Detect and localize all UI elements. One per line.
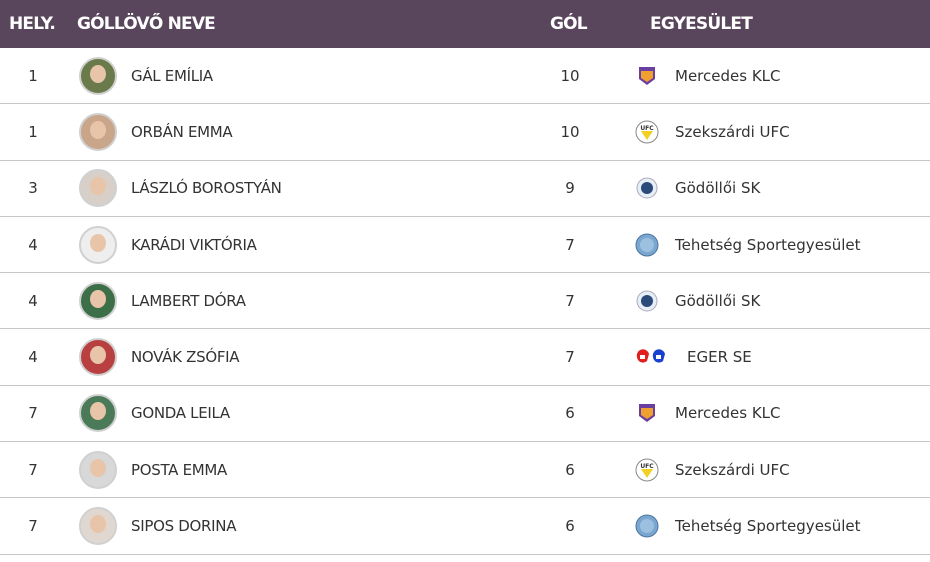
table-row: 3 LÁSZLÓ BOROSTYÁN 9 Gödöllői SK [0,161,930,217]
rank: 7 [28,404,38,423]
table-row: 1 ORBÁN EMMA 10 UFC Szekszárdi UFC [0,104,930,161]
club-logo-icon: UFC [635,120,659,144]
goals: 7 [565,291,575,310]
club-name[interactable]: Gödöllői SK [675,179,761,198]
player-cell: LAMBERT DÓRA [66,281,525,320]
player-avatar [79,338,117,377]
player-cell: KARÁDI VIKTÓRIA [66,225,525,264]
rank: 7 [28,460,38,479]
player-name[interactable]: LAMBERT DÓRA [131,291,246,310]
rank: 3 [28,179,38,198]
svg-text:UFC: UFC [640,463,654,470]
table-row: 1 GÁL EMÍLIA 10 Mercedes KLC [0,48,930,105]
player-avatar [79,281,117,320]
player-avatar [79,112,117,151]
club-logo-icon [635,514,659,538]
club-logo-icon: UFC [635,458,659,482]
player-name[interactable]: SIPOS DORINA [131,517,237,536]
goals: 7 [565,348,575,367]
club-logo-icon [635,289,659,313]
club-cell: Gödöllői SK [615,176,930,200]
club-cell: UFC Szekszárdi UFC [615,458,930,482]
club-cell: Tehetség Sportegyesület [615,514,930,538]
player-name[interactable]: LÁSZLÓ BOROSTYÁN [131,179,282,198]
player-name[interactable]: ORBÁN EMMA [131,122,233,141]
club-cell: Gödöllői SK [615,289,930,313]
club-name[interactable]: Gödöllői SK [675,291,761,310]
table-header: HELY. GÓLLÖVŐ NEVE GÓL EGYESÜLET [0,0,930,48]
player-name[interactable]: KARÁDI VIKTÓRIA [131,235,257,254]
club-name[interactable]: EGER SE [687,348,752,367]
rank: 1 [28,66,38,85]
header-goals[interactable]: GÓL [550,14,588,34]
player-avatar [79,56,117,95]
player-cell: NOVÁK ZSÓFIA [66,338,525,377]
player-cell: GONDA LEILA [66,394,525,433]
club-name[interactable]: Szekszárdi UFC [675,122,790,141]
header-name[interactable]: GÓLLÖVŐ NEVE [77,14,216,34]
rank: 1 [28,122,38,141]
table-row: 4 NOVÁK ZSÓFIA 7 EGER SE [0,329,930,386]
club-cell: Tehetség Sportegyesület [615,233,930,257]
club-logo-icon [635,345,669,369]
player-name[interactable]: GÁL EMÍLIA [131,66,213,85]
club-logo-icon [635,176,659,200]
goals: 6 [565,517,575,536]
goals: 7 [565,235,575,254]
player-avatar [79,169,117,208]
rank: 4 [28,291,38,310]
club-name[interactable]: Mercedes KLC [675,404,781,423]
table-row: 7 GONDA LEILA 6 Mercedes KLC [0,386,930,443]
club-cell: Mercedes KLC [615,64,930,88]
player-cell: SIPOS DORINA [66,507,525,546]
goals: 6 [565,460,575,479]
club-cell: EGER SE [615,345,930,369]
club-logo-icon [635,233,659,257]
club-name[interactable]: Tehetség Sportegyesület [675,235,861,254]
player-avatar [79,507,117,546]
club-name[interactable]: Mercedes KLC [675,66,781,85]
player-avatar [79,225,117,264]
player-name[interactable]: NOVÁK ZSÓFIA [131,348,240,367]
player-cell: POSTA EMMA [66,450,525,489]
player-cell: LÁSZLÓ BOROSTYÁN [66,169,525,208]
club-logo-icon [635,401,659,425]
player-cell: ORBÁN EMMA [66,112,525,151]
club-cell: UFC Szekszárdi UFC [615,120,930,144]
rank: 4 [28,235,38,254]
goals: 6 [565,404,575,423]
svg-text:UFC: UFC [640,125,654,132]
goals: 10 [560,122,580,141]
table-row: 7 POSTA EMMA 6 UFC Szekszárdi UFC [0,442,930,499]
goals: 9 [565,179,575,198]
player-avatar [79,394,117,433]
club-name[interactable]: Szekszárdi UFC [675,460,790,479]
player-name[interactable]: GONDA LEILA [131,404,230,423]
header-club[interactable]: EGYESÜLET [650,14,753,34]
player-avatar [79,450,117,489]
rank: 4 [28,348,38,367]
club-cell: Mercedes KLC [615,401,930,425]
goals: 10 [560,66,580,85]
table-row: 4 KARÁDI VIKTÓRIA 7 Tehetség Sportegyesü… [0,217,930,274]
header-rank[interactable]: HELY. [9,14,56,34]
table-row: 4 LAMBERT DÓRA 7 Gödöllői SK [0,273,930,330]
player-name[interactable]: POSTA EMMA [131,460,228,479]
rank: 7 [28,517,38,536]
table-row: 7 SIPOS DORINA 6 Tehetség Sportegyesület [0,498,930,555]
club-name[interactable]: Tehetség Sportegyesület [675,517,861,536]
player-cell: GÁL EMÍLIA [66,56,525,95]
club-logo-icon [635,64,659,88]
